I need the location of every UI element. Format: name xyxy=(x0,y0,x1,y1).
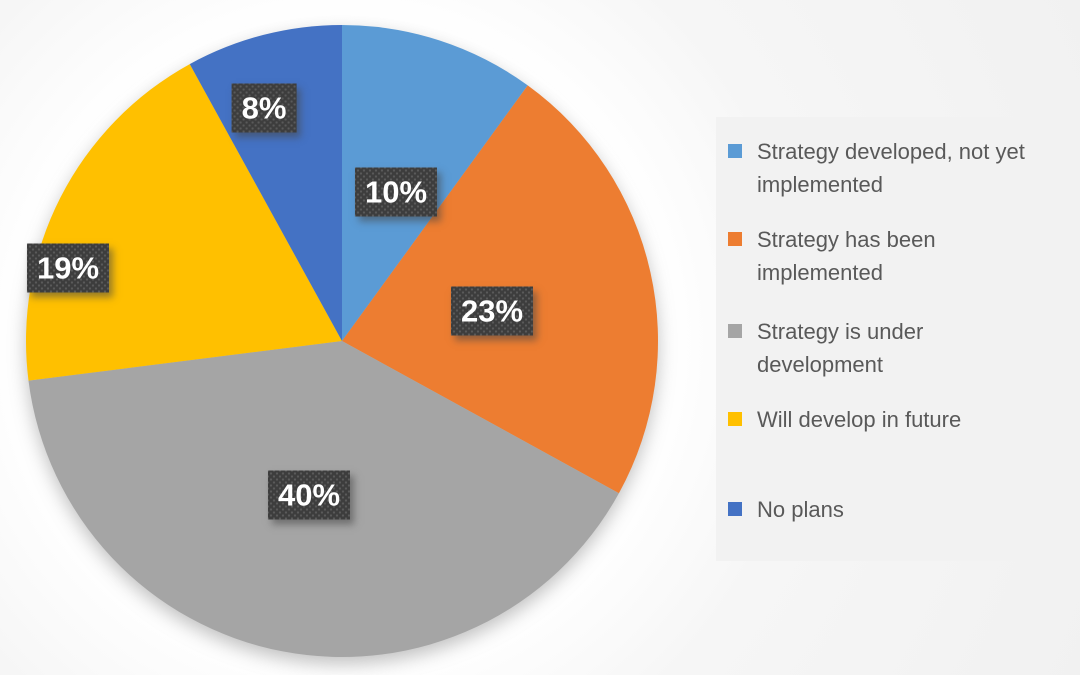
legend-swatch-icon xyxy=(728,324,742,338)
legend-item-no-plans: No plans xyxy=(728,493,844,526)
legend: Strategy developed, not yet implemented … xyxy=(716,117,1080,561)
legend-item-strategy-has-been-implemented: Strategy has been implemented xyxy=(728,223,936,289)
legend-item-strategy-is-under-development: Strategy is under development xyxy=(728,315,923,381)
data-label-40-percent: 40% xyxy=(268,471,350,520)
legend-item-will-develop-in-future: Will develop in future xyxy=(728,403,961,436)
legend-item-strategy-developed-not-yet-implemented: Strategy developed, not yet implemented xyxy=(728,135,1025,201)
legend-item-label: Strategy developed, not yet implemented xyxy=(757,139,1025,197)
data-label-23-percent: 23% xyxy=(451,287,533,336)
legend-swatch-icon xyxy=(728,412,742,426)
legend-item-label: Strategy is under development xyxy=(757,319,924,377)
data-label-10-percent: 10% xyxy=(355,168,437,217)
legend-item-label: No plans xyxy=(757,497,844,522)
pie-slice-strategy-has-been-implemented xyxy=(342,85,658,494)
legend-swatch-icon xyxy=(728,232,742,246)
data-label-19-percent: 19% xyxy=(27,244,109,293)
pie-slice-no-plans xyxy=(189,25,342,341)
legend-item-label: Will develop in future xyxy=(757,407,962,432)
legend-item-label: Strategy has been implemented xyxy=(757,227,936,285)
data-label-8-percent: 8% xyxy=(232,84,297,133)
legend-swatch-icon xyxy=(728,502,742,516)
pie-slice-strategy-developed-not-yet-implemented xyxy=(342,25,528,341)
legend-swatch-icon xyxy=(728,144,742,158)
pie-slice-will-develop-in-future xyxy=(25,64,342,381)
